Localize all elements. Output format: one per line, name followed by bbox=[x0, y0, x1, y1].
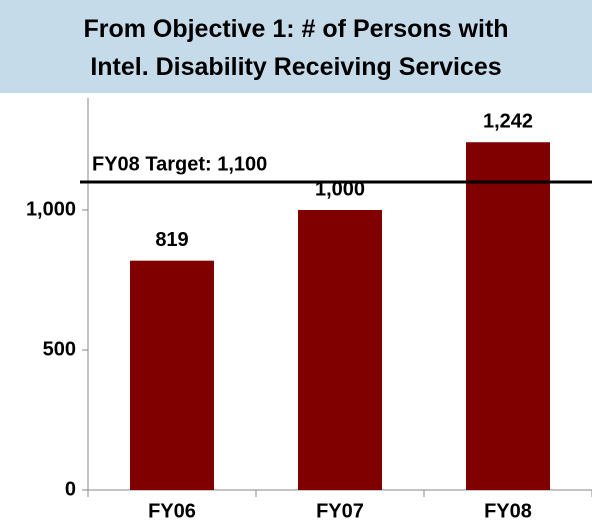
target-label: FY08 Target: 1,100 bbox=[92, 153, 267, 175]
y-tick-label: 0 bbox=[65, 478, 76, 500]
x-tick-label: FY06 bbox=[148, 500, 196, 522]
value-label: 1,000 bbox=[315, 178, 365, 200]
bar bbox=[298, 210, 382, 490]
bar bbox=[466, 142, 550, 491]
y-tick-label: 1,000 bbox=[26, 198, 76, 220]
x-tick-label: FY07 bbox=[316, 500, 364, 522]
title-box bbox=[0, 0, 592, 93]
bar bbox=[130, 260, 214, 490]
value-label: 819 bbox=[155, 229, 188, 251]
x-tick-label: FY08 bbox=[484, 500, 532, 522]
chart-title: From Objective 1: # of Persons with Intel… bbox=[83, 15, 508, 81]
value-label: 1,242 bbox=[483, 111, 533, 133]
y-tick-label: 500 bbox=[43, 338, 76, 360]
